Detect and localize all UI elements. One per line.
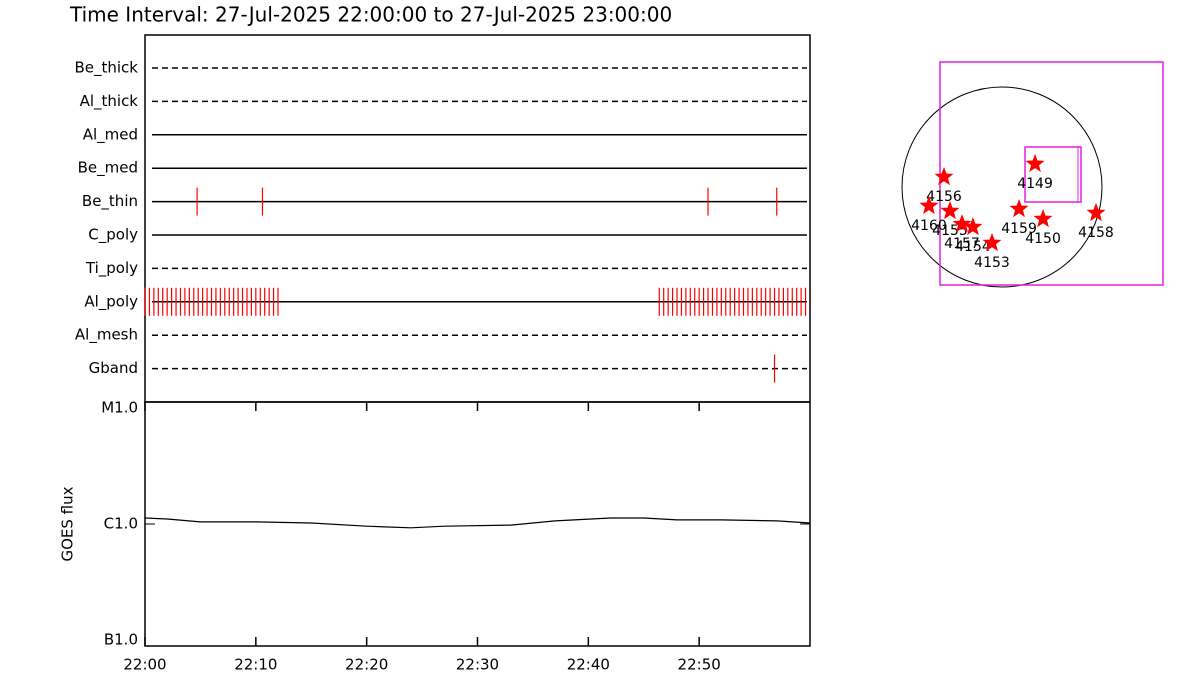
y-tick-label: M1.0 (101, 399, 138, 417)
row-label: Ti_poly (85, 259, 138, 278)
x-tick-label: 22:40 (567, 656, 610, 674)
fov-box-inner (1024, 146, 1082, 203)
row-label: Be_thick (74, 59, 138, 78)
region-label: 4157 (944, 236, 980, 252)
chart-title: Time Interval: 27-Jul-2025 22:00:00 to 2… (69, 3, 672, 27)
region-label: 4159 (1001, 221, 1037, 237)
region-star (934, 167, 954, 186)
row-label: Be_med (78, 159, 138, 178)
region-star (919, 195, 939, 214)
region-star (952, 214, 972, 233)
region-star (940, 201, 960, 220)
region-label: 4156 (926, 189, 962, 205)
region-star (1033, 209, 1053, 228)
row-label: Al_poly (84, 292, 138, 311)
region-label: 4153 (974, 255, 1010, 271)
x-tick-label: 22:00 (123, 656, 166, 674)
goes-line (144, 517, 811, 529)
row-label: Al_mesh (75, 326, 138, 345)
region-star (1025, 153, 1045, 172)
solar-limb (901, 86, 1103, 288)
x-tick-label: 22:30 (456, 656, 499, 674)
region-star (1086, 203, 1106, 222)
y-axis-label: GOES flux (59, 486, 77, 561)
y-tick-label: C1.0 (104, 515, 138, 533)
region-label: 4158 (1078, 225, 1114, 241)
x-tick-label: 22:20 (345, 656, 388, 674)
region-star (963, 217, 983, 236)
x-tick-label: 22:10 (234, 656, 277, 674)
region-star (1009, 199, 1029, 218)
fov-box (939, 61, 1164, 286)
row-label: Gband (89, 359, 138, 377)
row-label: C_poly (88, 226, 138, 245)
region-label: 4150 (1025, 231, 1061, 247)
row-label: Al_thick (80, 92, 139, 111)
region-label: 4149 (1017, 176, 1053, 192)
y-tick-label: B1.0 (104, 631, 138, 649)
row-label: Be_thin (82, 192, 138, 211)
region-label: 4160 (911, 218, 947, 234)
region-label: 4154 (955, 239, 991, 255)
x-tick-label: 22:50 (678, 656, 721, 674)
region-star (982, 233, 1002, 252)
row-label: Al_med (83, 125, 138, 144)
